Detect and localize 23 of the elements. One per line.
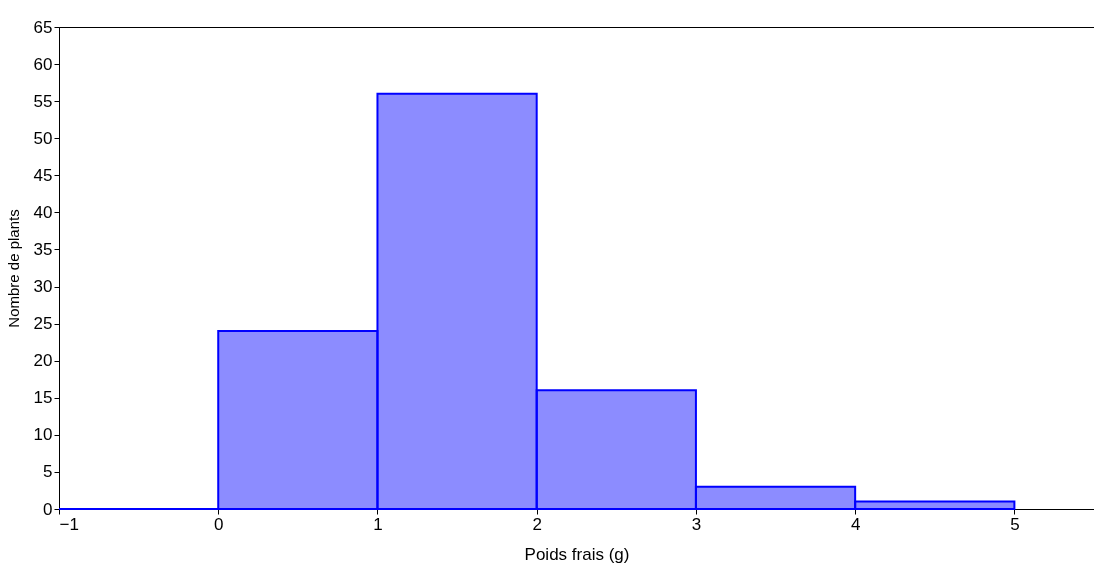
x-tick-label: 5	[1010, 514, 1020, 534]
y-tick-label: 65	[33, 17, 53, 37]
y-tick-label: 5	[43, 462, 53, 482]
x-axis-title: Poids frais (g)	[524, 544, 630, 564]
x-tick-label: 0	[214, 514, 224, 534]
y-tick-label: 35	[33, 239, 53, 259]
y-tick-label: 30	[33, 277, 53, 297]
y-tick-label: 50	[33, 128, 53, 148]
x-tick-label: 2	[532, 514, 542, 534]
x-tick-label: 3	[691, 514, 702, 534]
x-tick-label: 1	[373, 514, 383, 534]
y-tick-label: 45	[33, 165, 53, 185]
x-tick-label: 4	[850, 514, 861, 534]
y-tick-label: 55	[33, 91, 53, 111]
y-tick-label: 10	[33, 425, 53, 445]
y-tick-label: 40	[33, 202, 53, 222]
y-tick-label: 20	[33, 351, 53, 371]
y-tick-label: 15	[33, 388, 53, 408]
y-axis-title: Nombre de plants	[4, 209, 22, 328]
y-tick-label: 25	[33, 314, 53, 334]
y-tick-label: 60	[33, 54, 53, 74]
x-tick-label: −1	[59, 514, 79, 534]
y-tick-label: 0	[43, 499, 53, 519]
